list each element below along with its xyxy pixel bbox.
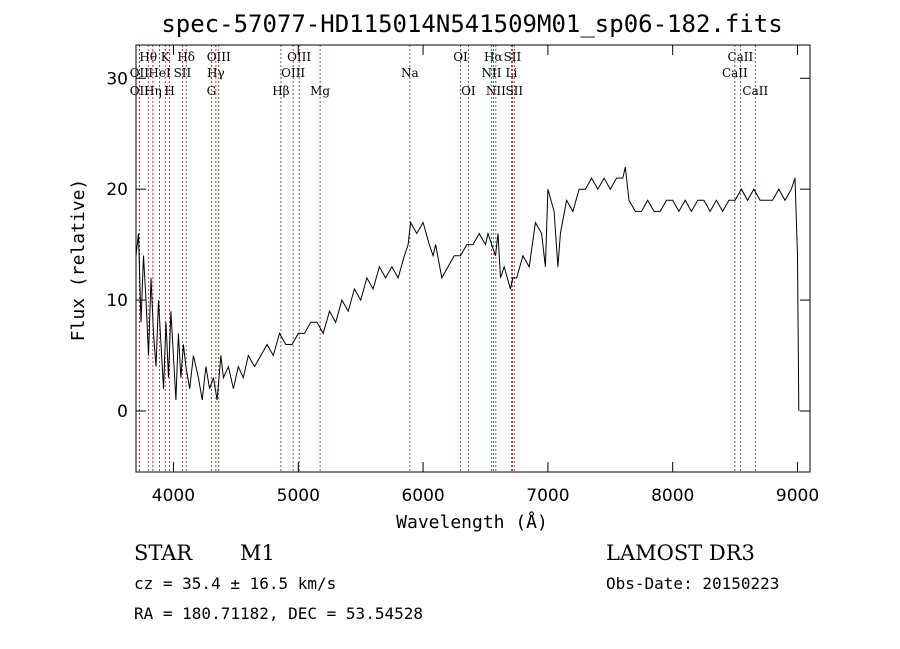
x-tick-label-1: 5000 bbox=[277, 486, 320, 506]
line-marker-label-11: OIII bbox=[207, 50, 231, 64]
x-tick-label-0: 4000 bbox=[152, 486, 195, 506]
object-subclass: M1 bbox=[240, 541, 275, 565]
line-marker-label-16: Na bbox=[401, 66, 419, 80]
line-marker-label-5: K bbox=[161, 50, 171, 64]
object-class: STAR bbox=[134, 541, 193, 565]
line-marker-label-22: SII bbox=[504, 50, 522, 64]
y-axis-label: Flux (relative) bbox=[68, 179, 89, 342]
line-marker-label-21: NII bbox=[486, 84, 506, 98]
line-marker-label-14: OIII bbox=[287, 50, 311, 64]
line-marker-label-3: Hη bbox=[144, 84, 162, 98]
coordinates: RA = 180.71182, DEC = 53.54528 bbox=[134, 604, 423, 623]
line-marker-label-7: SII bbox=[174, 66, 192, 80]
axis-ticks: 4000 5000 6000 7000 8000 9000 0 10 20 30 bbox=[106, 45, 819, 506]
survey-name: LAMOST DR3 bbox=[606, 541, 755, 565]
line-marker-label-19: NII bbox=[481, 66, 501, 80]
y-tick-label-0: 0 bbox=[117, 402, 128, 422]
x-tick-label-3: 7000 bbox=[526, 486, 569, 506]
x-tick-label-5: 9000 bbox=[776, 486, 819, 506]
line-marker-label-18: OI bbox=[461, 84, 476, 98]
line-marker-label-15: Mg bbox=[310, 84, 330, 98]
line-marker-label-20: Hα bbox=[484, 50, 503, 64]
obs-date: Obs-Date: 20150223 bbox=[606, 574, 779, 593]
line-marker-labels: HθOIIOIIHηHeIKHSIIHδGHγOIIIHβOIIIOIIIMgN… bbox=[130, 50, 769, 98]
line-marker-label-0: Hθ bbox=[139, 50, 157, 64]
x-tick-label-4: 8000 bbox=[651, 486, 694, 506]
line-marker-label-2: OII bbox=[130, 84, 150, 98]
y-tick-label-2: 20 bbox=[106, 180, 128, 200]
chart-title: spec-57077-HD115014N541509M01_sp06-182.f… bbox=[161, 10, 782, 38]
line-marker-label-8: Hδ bbox=[177, 50, 195, 64]
series-layer bbox=[135, 166, 800, 412]
line-marker-label-27: CaII bbox=[742, 84, 768, 98]
y-tick-label-3: 30 bbox=[106, 69, 128, 89]
line-marker-label-13: OIII bbox=[281, 66, 305, 80]
line-marker-label-6: H bbox=[164, 84, 174, 98]
line-marker-label-9: G bbox=[207, 84, 217, 98]
x-tick-label-2: 6000 bbox=[401, 486, 444, 506]
plot-frame bbox=[135, 44, 811, 473]
y-tick-label-1: 10 bbox=[106, 291, 128, 311]
series-line-0 bbox=[135, 166, 800, 412]
line-marker-label-17: OI bbox=[453, 50, 468, 64]
redshift-value: cz = 35.4 ± 16.5 km/s bbox=[134, 574, 336, 593]
line-marker-label-4: HeI bbox=[148, 66, 171, 80]
line-marker-label-26: CaII bbox=[727, 50, 753, 64]
line-marker-label-1: OII bbox=[130, 66, 150, 80]
line-marker-label-24: SII bbox=[505, 84, 523, 98]
line-marker-label-25: CaII bbox=[722, 66, 748, 80]
x-axis-label: Wavelength (Å) bbox=[396, 511, 548, 533]
line-marker-label-10: Hγ bbox=[207, 66, 225, 80]
line-marker-label-12: Hβ bbox=[272, 84, 289, 98]
line-marker-label-23: Li bbox=[506, 66, 518, 80]
line-markers bbox=[138, 45, 756, 472]
